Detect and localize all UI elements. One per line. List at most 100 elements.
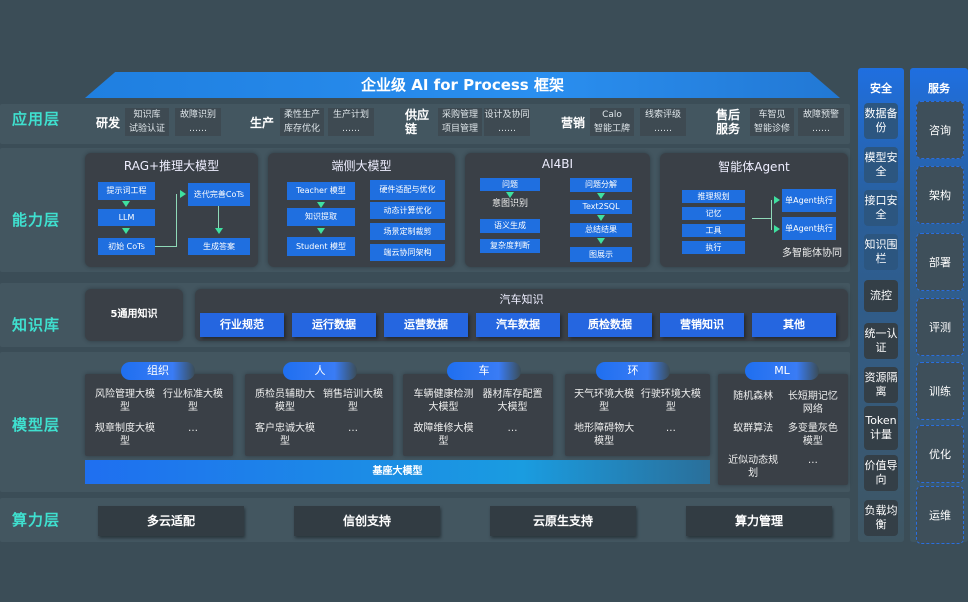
capability-box[interactable]: 问题分解 <box>570 178 632 192</box>
security-item[interactable]: 负载均衡 <box>864 500 898 536</box>
model-item[interactable]: 客户忠诚大模型 <box>254 423 315 447</box>
knowledge-item[interactable]: 营销知识 <box>660 313 744 337</box>
compute-item[interactable]: 多云适配 <box>98 506 244 536</box>
model-item[interactable]: 地形障碍物大模型 <box>574 423 635 447</box>
app-item[interactable]: …… <box>175 122 221 136</box>
app-item[interactable]: 线索评级 <box>640 108 686 122</box>
app-item[interactable]: Calo <box>590 108 634 122</box>
model-item[interactable]: 行驶环境大模型 <box>640 389 701 413</box>
model-item[interactable]: 行业标准大模型 <box>163 389 224 413</box>
model-item[interactable]: 天气环境大模型 <box>574 389 635 413</box>
model-category-tag[interactable]: 人 <box>283 362 357 380</box>
model-category-tag[interactable]: 车 <box>447 362 521 380</box>
security-item[interactable]: Token计量 <box>864 406 898 450</box>
capability-box[interactable]: 提示词工程 <box>98 182 155 200</box>
service-item[interactable]: 运维 <box>916 486 964 544</box>
model-item[interactable]: 故障维修大模型 <box>413 423 474 447</box>
security-item[interactable]: 数据备份 <box>864 103 898 139</box>
app-item[interactable]: 生产计划 <box>328 108 374 122</box>
model-item[interactable]: 器材库存配置大模型 <box>482 389 543 413</box>
capability-box[interactable]: 知识提取 <box>287 208 355 226</box>
capability-box[interactable]: LLM <box>98 209 155 226</box>
compute-item[interactable]: 信创支持 <box>294 506 440 536</box>
model-item[interactable]: … <box>348 423 359 434</box>
app-item[interactable]: 库存优化 <box>280 122 324 136</box>
model-category-tag[interactable]: ML <box>745 362 819 380</box>
capability-box[interactable]: 复杂度判断 <box>480 239 540 253</box>
capability-box[interactable]: 图展示 <box>570 247 632 262</box>
model-item[interactable]: … <box>507 423 518 434</box>
capability-box[interactable]: 工具 <box>682 224 745 237</box>
model-item[interactable]: … <box>807 455 818 466</box>
knowledge-item[interactable]: 质检数据 <box>568 313 652 337</box>
compute-item[interactable]: 云原生支持 <box>490 506 636 536</box>
app-item[interactable]: 车智见 <box>750 108 794 122</box>
service-item[interactable]: 评测 <box>916 298 964 356</box>
general-knowledge-box[interactable]: 5通用知识 <box>85 289 183 341</box>
model-item[interactable]: 车辆健康检测大模型 <box>413 389 474 413</box>
security-item[interactable]: 模型安全 <box>864 147 898 183</box>
capability-box[interactable]: 硬件适配与优化 <box>370 180 445 200</box>
model-item[interactable]: … <box>188 423 199 434</box>
app-item[interactable]: …… <box>798 122 844 136</box>
capability-box[interactable]: 单Agent执行 <box>782 189 836 212</box>
service-item[interactable]: 咨询 <box>916 101 964 159</box>
model-item[interactable]: 多变量灰色模型 <box>787 423 838 447</box>
model-item[interactable]: 规章制度大模型 <box>94 423 155 447</box>
app-item[interactable]: 智能诊修 <box>750 122 794 136</box>
app-item[interactable]: …… <box>640 122 686 136</box>
model-category-tag[interactable]: 环 <box>596 362 670 380</box>
app-item[interactable]: 柔性生产 <box>280 108 324 122</box>
knowledge-item[interactable]: 运营数据 <box>384 313 468 337</box>
capability-box[interactable]: 记忆 <box>682 207 745 220</box>
capability-box[interactable]: 单Agent执行 <box>782 217 836 240</box>
model-item[interactable]: 长短期记忆网络 <box>787 391 838 415</box>
model-item[interactable]: 近似动态规划 <box>728 455 779 479</box>
app-item[interactable]: 知识库 <box>125 108 169 122</box>
capability-box[interactable]: 问题 <box>480 178 540 191</box>
model-item[interactable]: 质检员辅助大模型 <box>254 389 315 413</box>
model-category-tag[interactable]: 组织 <box>121 362 195 380</box>
capability-box[interactable]: 端云协同架构 <box>370 244 445 261</box>
capability-box[interactable]: 意图识别 <box>491 199 528 209</box>
base-model-bar[interactable]: 基座大模型 <box>85 460 710 484</box>
capability-box[interactable]: 执行 <box>682 241 745 254</box>
capability-box[interactable]: 初始 CoTs <box>98 238 155 255</box>
model-item[interactable]: 随机森林 <box>733 391 774 402</box>
capability-box[interactable]: Teacher 模型 <box>287 182 355 200</box>
capability-box[interactable]: Student 模型 <box>287 237 355 256</box>
compute-item[interactable]: 算力管理 <box>686 506 832 536</box>
security-item[interactable]: 流控 <box>864 280 898 312</box>
capability-box[interactable]: Text2SQL <box>570 200 632 214</box>
security-item[interactable]: 价值导向 <box>864 455 898 491</box>
security-item[interactable]: 接口安全 <box>864 190 898 226</box>
model-item[interactable]: 蚁群算法 <box>733 423 774 434</box>
capability-box[interactable]: 语义生成 <box>480 219 540 233</box>
capability-box[interactable]: 场景定制裁剪 <box>370 223 445 240</box>
capability-box[interactable]: 推理规划 <box>682 190 745 203</box>
service-item[interactable]: 训练 <box>916 362 964 420</box>
model-item[interactable]: 风险管理大模型 <box>94 389 155 413</box>
app-item[interactable]: 故障预警 <box>798 108 844 122</box>
security-item[interactable]: 统一认证 <box>864 323 898 359</box>
capability-box[interactable]: 生成答案 <box>188 238 250 255</box>
app-item[interactable]: 故障识别 <box>175 108 221 122</box>
knowledge-item[interactable]: 其他 <box>752 313 836 337</box>
app-item[interactable]: 智能工牌 <box>590 122 634 136</box>
capability-box[interactable]: 动态计算优化 <box>370 202 445 219</box>
knowledge-item[interactable]: 汽车数据 <box>476 313 560 337</box>
security-item[interactable]: 知识围栏 <box>864 234 898 270</box>
app-item[interactable]: 设计及协同 <box>484 108 530 122</box>
service-item[interactable]: 优化 <box>916 425 964 483</box>
service-item[interactable]: 架构 <box>916 166 964 224</box>
model-item[interactable]: … <box>665 423 676 434</box>
knowledge-item[interactable]: 运行数据 <box>292 313 376 337</box>
capability-box[interactable]: 总结结果 <box>570 223 632 237</box>
security-item[interactable]: 资源隔离 <box>864 367 898 403</box>
app-item[interactable]: 项目管理 <box>438 122 482 136</box>
service-item[interactable]: 部署 <box>916 233 964 291</box>
knowledge-item[interactable]: 行业规范 <box>200 313 284 337</box>
model-item[interactable]: 销售培训大模型 <box>323 389 384 413</box>
app-item[interactable]: 试验认证 <box>125 122 169 136</box>
app-item[interactable]: …… <box>328 122 374 136</box>
